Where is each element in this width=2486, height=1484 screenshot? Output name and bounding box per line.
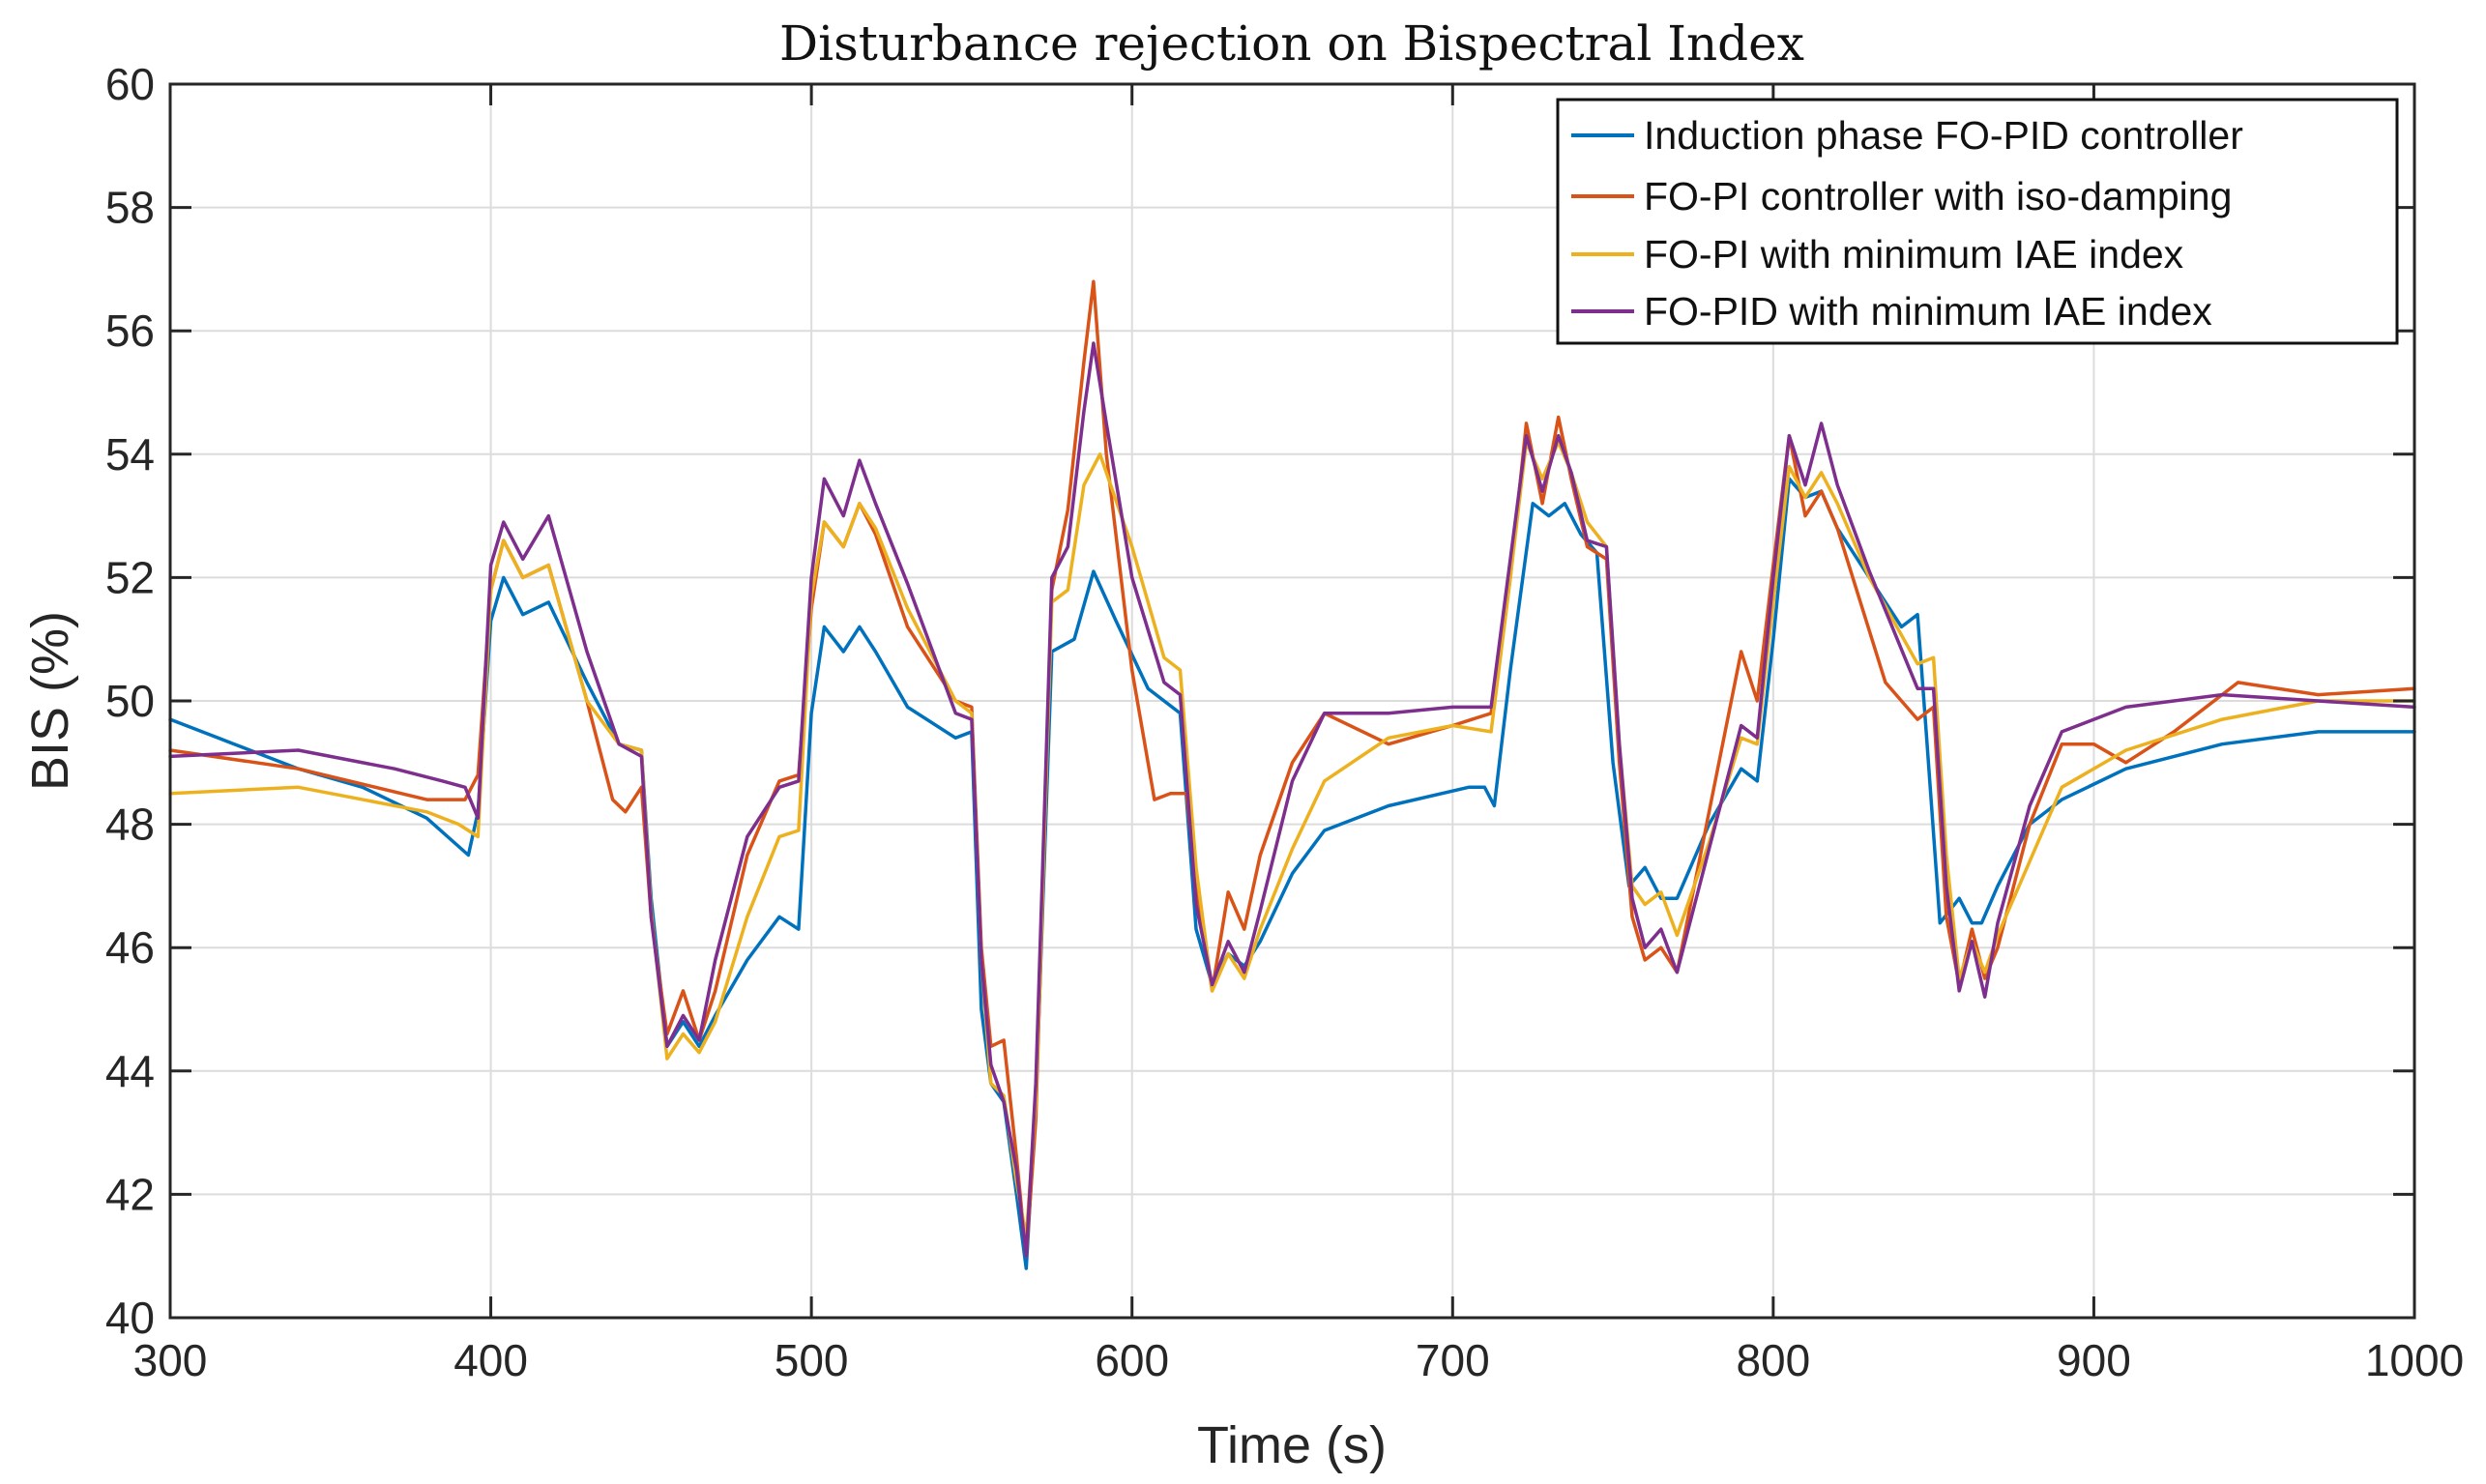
y-tick-label: 46 bbox=[105, 922, 155, 973]
legend-label-induction: Induction phase FO-PID controller bbox=[1644, 113, 2243, 158]
chart-title: Disturbance rejection on Bispectral Inde… bbox=[779, 15, 1804, 72]
x-tick-label: 300 bbox=[133, 1335, 208, 1385]
legend: Induction phase FO-PID controller FO-PI … bbox=[1556, 98, 2399, 345]
legend-box bbox=[1556, 98, 2399, 345]
series-lines bbox=[168, 279, 2416, 1270]
x-tick-label: 500 bbox=[775, 1335, 849, 1385]
legend-label-iso-damping: FO-PI controller with iso-damping bbox=[1644, 174, 2232, 218]
y-tick-label: 52 bbox=[105, 552, 155, 602]
x-tick-label: 900 bbox=[2057, 1335, 2131, 1385]
y-tick-label: 42 bbox=[105, 1169, 155, 1219]
x-tick-label: 700 bbox=[1416, 1335, 1490, 1385]
y-tick-label: 54 bbox=[105, 429, 155, 480]
y-tick-label: 50 bbox=[105, 676, 155, 726]
legend-label-fo-pid-iae: FO-PID with minimum IAE index bbox=[1644, 289, 2212, 334]
y-tick-label: 58 bbox=[105, 183, 155, 233]
x-tick-label: 1000 bbox=[2365, 1335, 2464, 1385]
y-tick-label: 44 bbox=[105, 1046, 155, 1096]
axis-ticks: 300 400 500 600 700 800 900 1000 40 42 44 46 48 50 52 5… bbox=[105, 59, 2464, 1385]
y-tick-label: 40 bbox=[105, 1293, 155, 1343]
y-axis-label: BIS (%) bbox=[21, 611, 79, 791]
y-tick-label: 56 bbox=[105, 306, 155, 356]
y-tick-label: 60 bbox=[105, 59, 155, 109]
x-tick-label: 800 bbox=[1736, 1335, 1810, 1385]
x-tick-label: 400 bbox=[453, 1335, 528, 1385]
series-line-fo-pid-iae bbox=[168, 341, 2416, 1258]
x-tick-label: 600 bbox=[1095, 1335, 1169, 1385]
legend-label-fo-pi-iae: FO-PI with minimum IAE index bbox=[1644, 232, 2184, 276]
x-axis-label: Time (s) bbox=[1197, 1416, 1387, 1474]
series-line-fo-pi-iae bbox=[168, 440, 2416, 1239]
y-tick-label: 48 bbox=[105, 800, 155, 850]
